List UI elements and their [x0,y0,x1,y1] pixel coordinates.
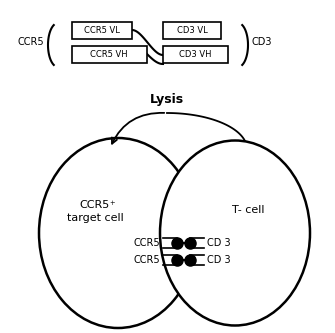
Text: CD 3: CD 3 [207,255,230,265]
Ellipse shape [39,138,197,328]
Text: CD 3: CD 3 [207,238,230,248]
Text: CCR5 VL: CCR5 VL [84,26,120,35]
Text: CD3 VL: CD3 VL [177,26,207,35]
Text: Lysis: Lysis [150,94,184,107]
Text: CCR5: CCR5 [18,37,45,47]
Text: CCR5 VH: CCR5 VH [90,50,128,59]
Text: $^+$: $^+$ [108,200,116,210]
Text: target cell: target cell [67,213,123,223]
Text: CCR5: CCR5 [133,255,160,265]
Ellipse shape [160,141,310,325]
Text: T- cell: T- cell [232,205,264,215]
FancyBboxPatch shape [72,22,132,39]
Text: CD3: CD3 [252,37,272,47]
Text: CD3 VH: CD3 VH [179,50,211,59]
FancyBboxPatch shape [72,46,147,63]
Text: CCR5: CCR5 [80,200,110,210]
Text: CCR5: CCR5 [133,238,160,248]
FancyBboxPatch shape [163,46,228,63]
FancyArrowPatch shape [112,113,164,144]
FancyBboxPatch shape [163,22,221,39]
